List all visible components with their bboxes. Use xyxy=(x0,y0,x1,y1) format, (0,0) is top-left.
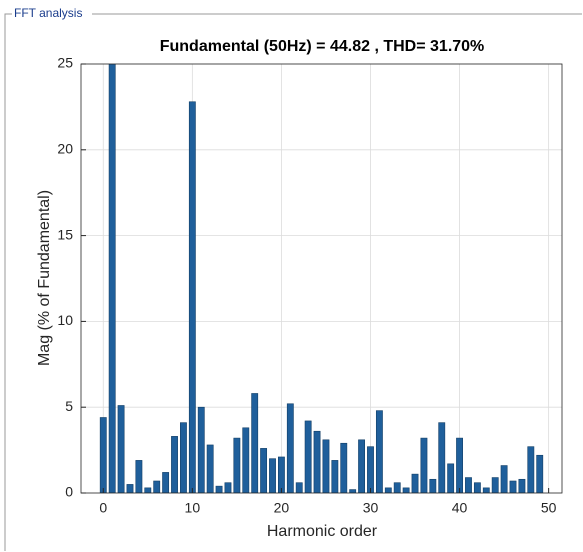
bar xyxy=(180,422,187,493)
plot-area xyxy=(81,64,562,493)
y-axis-label: Mag (% of Fundamental) xyxy=(36,190,53,366)
bar xyxy=(447,463,455,493)
x-tick-label: 10 xyxy=(185,500,201,516)
bar xyxy=(224,482,232,493)
bar xyxy=(367,446,374,493)
bar xyxy=(536,454,544,493)
panel-border xyxy=(4,13,582,551)
bar xyxy=(188,101,196,493)
bar xyxy=(527,446,535,493)
bar xyxy=(375,410,383,493)
y-tick-label: 20 xyxy=(57,141,73,157)
chart-title: Fundamental (50Hz) = 44.82 , THD= 31.70% xyxy=(160,38,485,55)
bar xyxy=(269,458,276,493)
bar xyxy=(518,478,526,493)
bar xyxy=(465,477,472,493)
x-tick-label: 40 xyxy=(452,500,468,516)
bar xyxy=(473,482,481,493)
y-tick-label: 0 xyxy=(65,484,73,500)
bar xyxy=(251,393,259,493)
bar xyxy=(358,439,366,493)
bar xyxy=(384,487,392,493)
bar xyxy=(295,482,303,493)
bar xyxy=(171,436,178,493)
bar xyxy=(233,437,241,493)
y-tick-label: 5 xyxy=(65,398,73,414)
x-tick-label: 50 xyxy=(541,500,557,516)
bar xyxy=(126,484,134,493)
bar xyxy=(304,420,312,493)
bar xyxy=(135,460,143,493)
bar xyxy=(331,460,339,493)
bar xyxy=(438,422,446,493)
bar xyxy=(162,472,170,493)
bar xyxy=(260,448,268,493)
bar xyxy=(153,480,161,493)
bars xyxy=(99,64,544,493)
grid xyxy=(81,63,562,494)
bar xyxy=(420,437,428,493)
bar xyxy=(349,489,357,493)
x-tick-label: 20 xyxy=(274,500,290,516)
bar xyxy=(108,64,116,493)
bar xyxy=(313,430,321,493)
x-tick-label: 0 xyxy=(99,500,107,516)
bar xyxy=(99,417,107,493)
x-axis-label: Harmonic order xyxy=(267,523,378,540)
bar xyxy=(482,487,490,493)
bar xyxy=(277,456,285,493)
panel-title: FFT analysis xyxy=(14,6,82,20)
bar xyxy=(491,477,499,493)
bar xyxy=(286,403,294,493)
bar xyxy=(322,439,330,493)
bar xyxy=(215,485,223,493)
bar xyxy=(509,480,517,493)
bar xyxy=(393,482,401,493)
bar xyxy=(206,444,214,493)
y-tick-label: 15 xyxy=(57,226,73,242)
bar xyxy=(456,437,463,493)
bar xyxy=(340,442,348,493)
bar xyxy=(500,465,508,493)
bar xyxy=(197,406,205,493)
bar xyxy=(411,473,419,493)
bar xyxy=(242,427,250,493)
y-tick-label: 25 xyxy=(57,55,73,71)
y-tick-label: 10 xyxy=(57,312,73,328)
bar xyxy=(144,487,152,493)
bar xyxy=(117,405,125,493)
x-tick-label: 30 xyxy=(363,500,379,516)
axes-box xyxy=(80,63,563,494)
bar xyxy=(402,487,410,493)
bar xyxy=(429,478,437,493)
